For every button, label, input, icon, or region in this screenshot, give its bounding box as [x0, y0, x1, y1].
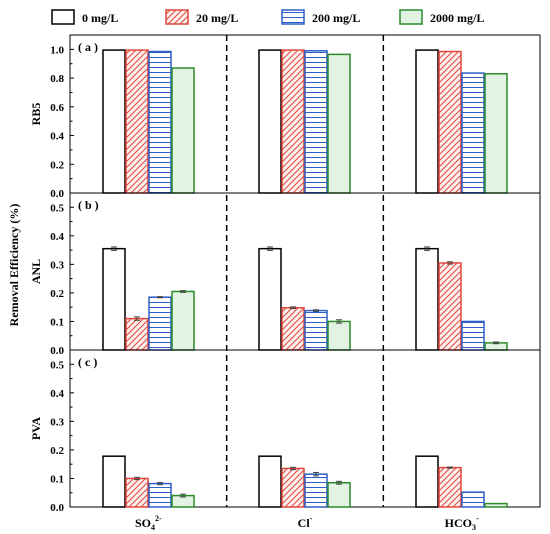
bar: [461, 491, 485, 508]
y-tick-label: 0.3: [50, 259, 64, 271]
panel-tag: ( c ): [78, 355, 97, 369]
bar: [415, 455, 439, 508]
category-label: HCO3-: [445, 514, 479, 532]
error-bar: [290, 306, 296, 310]
legend-entry: 0 mg/L: [51, 9, 118, 25]
bar: [415, 49, 439, 194]
bar: [148, 50, 172, 194]
error-bar: [336, 319, 342, 324]
legend-swatch: [165, 9, 189, 25]
legend-label: 2000 mg/L: [430, 11, 484, 25]
error-bar: [493, 341, 499, 345]
bar: [438, 262, 462, 351]
y-tick-label: 0.0: [50, 502, 64, 514]
error-bar: [313, 309, 319, 312]
y-tick-label: 0.2: [50, 159, 64, 171]
legend-label: 200 mg/L: [312, 11, 360, 25]
error-bar: [336, 480, 342, 485]
panels: 0.00.20.40.60.81.0( a )RB50.00.10.20.30.…: [29, 34, 541, 514]
bar: [327, 481, 351, 508]
bar: [304, 473, 328, 508]
bar: [281, 307, 305, 351]
panel-y-label: ANL: [29, 259, 43, 284]
legend-swatch: [399, 9, 423, 25]
category-labels: SO42- Cl- HCO3-: [135, 514, 479, 532]
bar: [438, 50, 462, 194]
bar: [258, 247, 282, 351]
y-tick-label: 0.2: [50, 288, 64, 300]
bar: [281, 467, 305, 508]
bar: [258, 455, 282, 508]
y-tick-label: 0.2: [50, 445, 64, 457]
y-tick-label: 0.3: [50, 416, 64, 428]
panel-y-label: PVA: [29, 417, 43, 440]
bar: [461, 320, 485, 351]
bar: [258, 49, 282, 194]
y-tick-label: 0.0: [50, 188, 64, 200]
error-bar: [180, 290, 186, 293]
panel-1: 0.0 0.2 0.4 0.6 0.8 1.0 ( a ) RB5: [29, 34, 541, 200]
y-tick-label: 0.5: [50, 359, 64, 371]
panel-tag: ( b ): [78, 198, 99, 212]
y-tick-label: 0.1: [50, 473, 64, 485]
error-bar: [424, 246, 430, 251]
bar: [125, 477, 149, 508]
bar: [102, 49, 126, 194]
error-bar: [111, 246, 117, 251]
y-tick-label: 1.0: [50, 44, 64, 56]
legend-label: 0 mg/L: [82, 11, 118, 25]
y-tick-label: 0.0: [50, 345, 64, 357]
panel-y-label: RB5: [29, 103, 43, 126]
y-tick-label: 0.4: [50, 231, 64, 243]
bar: [484, 73, 508, 194]
error-bar: [157, 481, 163, 486]
bar: [102, 455, 126, 508]
bar: [281, 49, 305, 194]
bar: [415, 247, 439, 351]
bar: [102, 247, 126, 351]
bar: [327, 320, 351, 351]
error-bar: [447, 466, 453, 469]
y-tick-label: 0.4: [50, 131, 64, 143]
bar: [148, 296, 172, 351]
bar: [125, 49, 149, 194]
error-bar: [290, 466, 296, 471]
bar: [327, 53, 351, 194]
error-bar: [180, 493, 186, 498]
error-bar: [134, 316, 140, 321]
y-tick-label: 0.1: [50, 316, 64, 328]
legend-swatch: [51, 9, 75, 25]
panel-tag: ( a ): [78, 40, 98, 54]
legend-swatch: [281, 9, 305, 25]
legend-label: 20 mg/L: [196, 11, 238, 25]
bar: [304, 309, 328, 351]
legend: 0 mg/L 20 mg/L 200 mg/L 2000 mg/L: [51, 9, 484, 25]
panel-2: 0.0 0.1 0.2 0.3 0.4 0.5 ( b ) ANL: [29, 192, 541, 357]
category-label: Cl-: [298, 514, 313, 530]
bar: [171, 290, 195, 351]
error-bar: [157, 296, 163, 299]
y-tick-label: 0.6: [50, 102, 64, 114]
panel-3: 0.0 0.1 0.2 0.3 0.4 0.5 ( c ) PVA: [29, 349, 541, 514]
bar: [304, 50, 328, 194]
legend-entry: 2000 mg/L: [399, 9, 484, 25]
error-bar: [134, 476, 140, 481]
bar: [461, 72, 485, 194]
error-bar: [313, 471, 319, 477]
y-tick-label: 0.5: [50, 202, 64, 214]
legend-entry: 20 mg/L: [165, 9, 238, 25]
category-label: SO42-: [135, 514, 162, 532]
y-axis-title: Removal Efficiency (%): [7, 204, 21, 327]
legend-entry: 200 mg/L: [281, 9, 360, 25]
bar: [125, 317, 149, 351]
bar: [171, 67, 195, 194]
bar: [484, 502, 508, 508]
error-bar: [447, 261, 453, 265]
error-bar: [267, 246, 273, 251]
bar: [148, 482, 172, 508]
y-tick-label: 0.4: [50, 388, 64, 400]
y-tick-label: 0.8: [50, 73, 64, 85]
bar: [438, 466, 462, 508]
